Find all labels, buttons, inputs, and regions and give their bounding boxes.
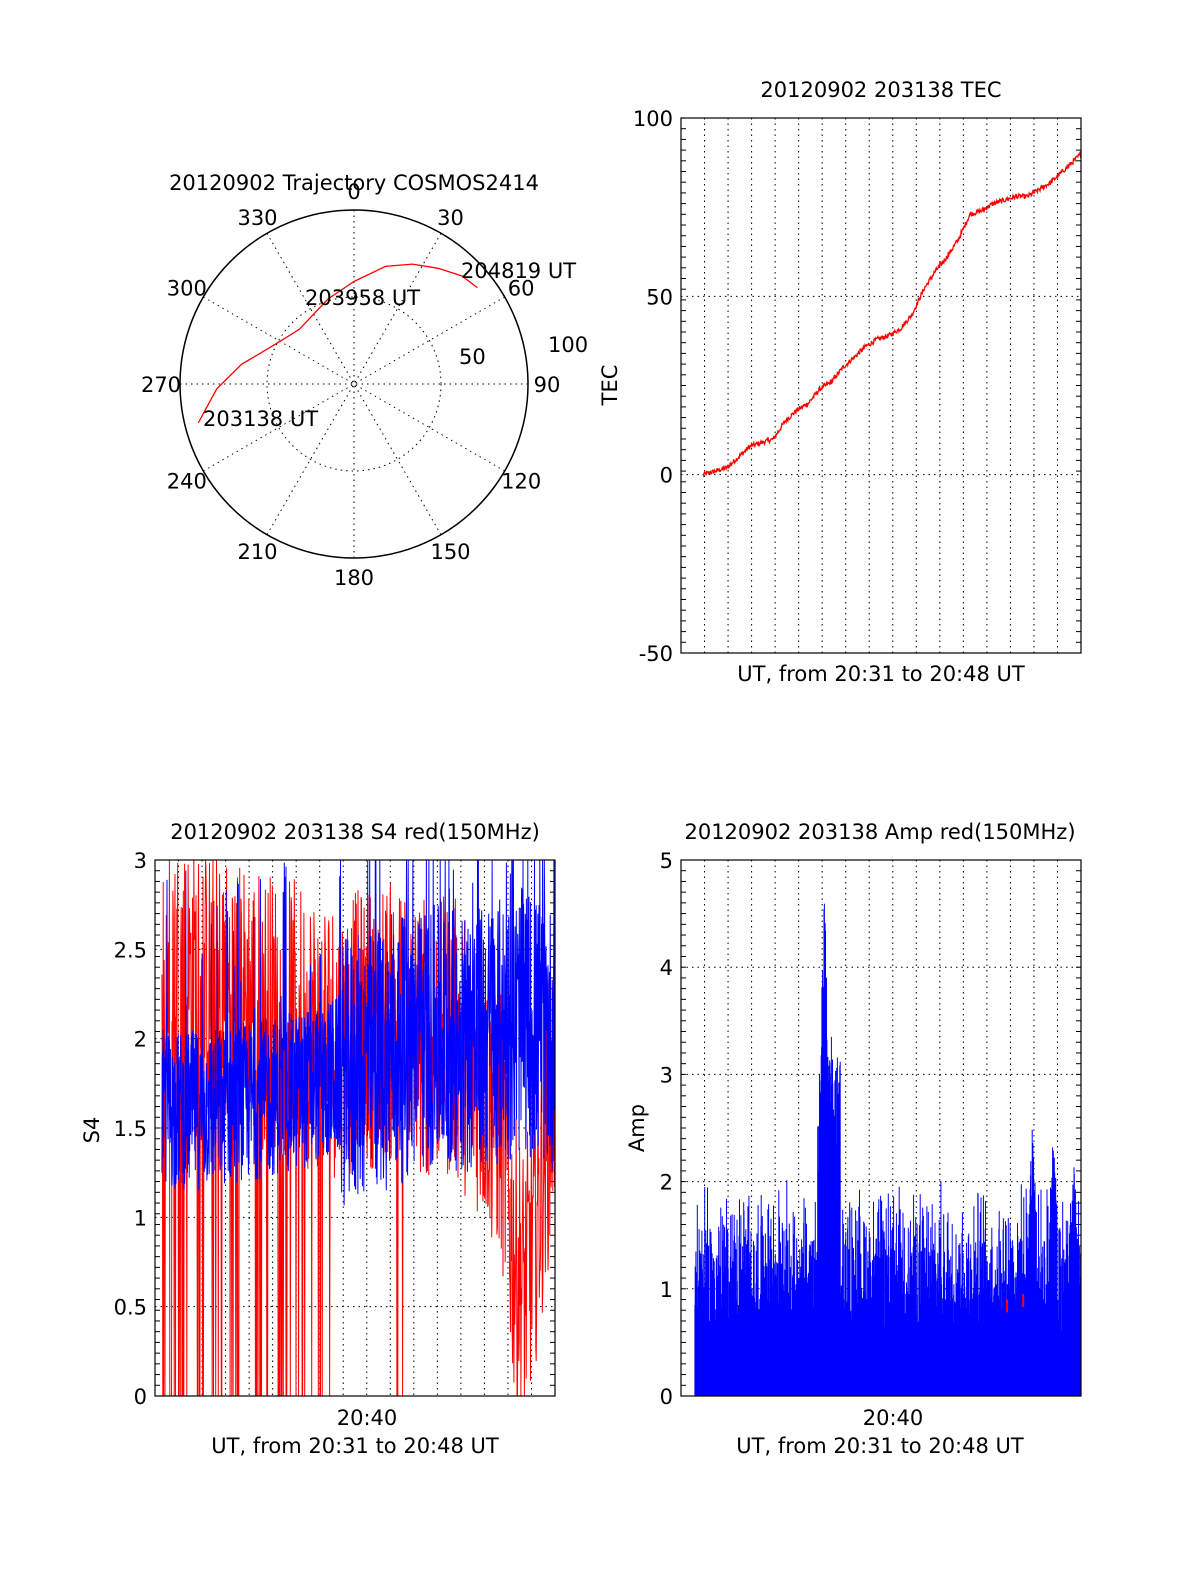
y-tick-label: 2.5 [114,938,147,962]
y-tick-label: 0 [134,1385,147,1409]
traj-start-label: 203138 UT [203,407,318,431]
amp-panel: 20120902 203138 Amp red(150MHz) 5 4 3 2 1 0 2… [625,820,1082,1458]
polar-title: 20120902 Trajectory COSMOS2414 [169,171,539,195]
s4-panel: 20120902 203138 S4 red(150MHz) 3 2.5 2 1.5 1… [80,820,556,1458]
polar-azimuth-labels: 0 30 60 90 120 150 180 210 240 270 300 330 [141,180,560,590]
s4-y-tick-labels: 3 2.5 2 1.5 1 0.5 0 [114,849,147,1409]
y-tick-label: 4 [660,956,673,980]
y-tick-label: 0 [660,1385,673,1409]
y-tick-label: 1 [134,1206,147,1230]
polar-azimuth-label: 180 [334,566,374,590]
amp-plot-frame [680,859,1082,1397]
amp-title: 20120902 203138 Amp red(150MHz) [684,820,1075,844]
polar-azimuth-label: 60 [508,277,535,301]
s4-xlabel: UT, from 20:31 to 20:48 UT [211,1434,499,1458]
amp-bars [694,903,1082,1396]
amp-bar-spikes [694,903,1082,1396]
polar-azimuth-label: 330 [237,206,277,230]
polar-azimuth-label: 240 [167,470,207,494]
y-tick-label: 50 [646,285,673,309]
polar-spoke [266,233,442,535]
tec-panel: 20120902 203138 TEC 100 50 0 -50 TEC UT, fr… [598,78,1082,686]
tec-xlabel: UT, from 20:31 to 20:48 UT [737,662,1025,686]
traj-end-label: 204819 UT [461,259,576,283]
polar-spoke [203,296,505,472]
amp-y-tick-labels: 5 4 3 2 1 0 [660,849,673,1409]
polar-azimuth-label: 300 [167,277,207,301]
s4-plot-frame [154,859,556,1397]
polar-azimuth-label: 120 [501,470,541,494]
polar-azimuth-label: 270 [141,373,181,397]
polar-azimuth-label: 30 [437,206,464,230]
polar-azimuth-label: 90 [534,373,561,397]
traj-mid-label: 203958 UT [305,286,420,310]
polar-spoke [203,296,505,472]
s4-title: 20120902 203138 S4 red(150MHz) [170,820,540,844]
polar-ring-50 [266,296,442,472]
polar-ring-label-50: 50 [459,345,486,369]
polar-azimuth-label: 0 [347,180,360,204]
polar-trajectory-panel: 20120902 Trajectory COSMOS2414 0 30 60 90 12… [141,171,588,590]
s4-x-tick-label: 20:40 [337,1406,398,1430]
tec-minor-ticks [681,128,1081,643]
y-tick-label: 0.5 [114,1296,147,1320]
y-tick-label: 3 [660,1063,673,1087]
tec-plot-frame [680,117,1082,654]
y-tick-label: 0 [660,464,673,488]
polar-ring-label-100: 100 [548,333,588,357]
amp-ylabel: Amp [625,1104,649,1152]
s4-ylabel: S4 [80,1117,104,1144]
y-tick-label: 1.5 [114,1117,147,1141]
tec-y-tick-labels: 100 50 0 -50 [633,107,673,666]
y-tick-label: -50 [639,642,673,666]
amp-minor-ticks [681,870,1081,1386]
amp-xlabel: UT, from 20:31 to 20:48 UT [736,1434,1024,1458]
tec-grid [681,118,1081,653]
amp-x-tick-label: 20:40 [863,1406,924,1430]
y-tick-label: 5 [660,849,673,873]
s4-blue-series [161,859,556,1206]
tec-title: 20120902 203138 TEC [760,78,1001,102]
polar-spoke [266,233,442,535]
polar-azimuth-label: 210 [237,540,277,564]
y-tick-label: 2 [134,1028,147,1052]
trajectory-line [197,263,478,424]
y-tick-label: 3 [134,849,147,873]
polar-azimuth-label: 150 [430,540,470,564]
y-tick-label: 1 [660,1278,673,1302]
y-tick-label: 100 [633,107,673,131]
tec-ylabel: TEC [598,365,622,407]
y-tick-label: 2 [660,1171,673,1195]
tec-series-line [702,150,1082,478]
